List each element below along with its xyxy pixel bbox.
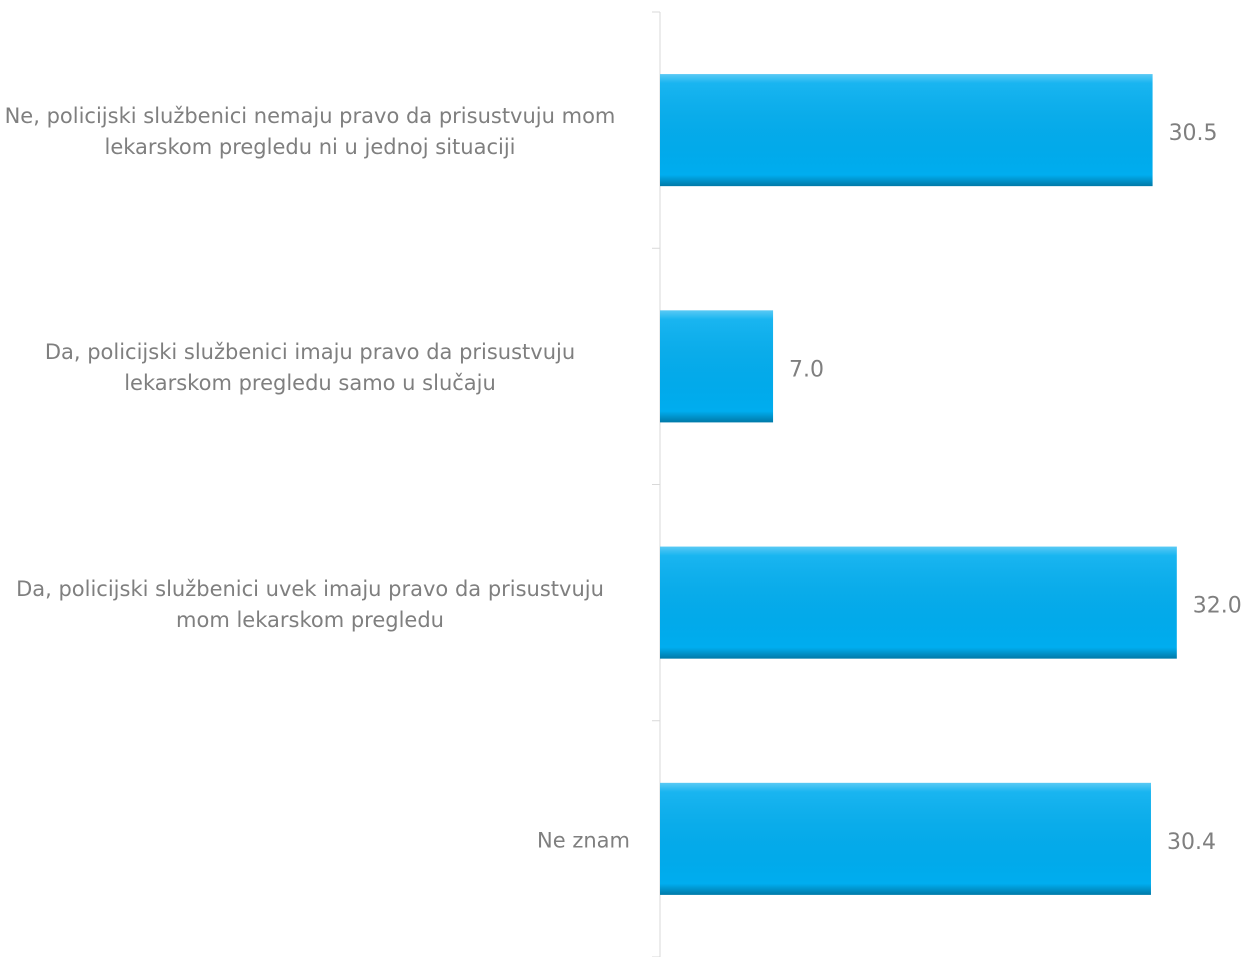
value-label: 30.5 [1169,121,1218,146]
bar-bevel [660,546,1177,659]
category-text: Ne, policijski službenici nemaju pravo d… [4,104,616,160]
bar-bevel [660,74,1153,187]
category-text: Ne znam [537,828,630,853]
category-text: Da, policijski službenici uvek imaju pra… [16,576,604,632]
value-label: 7.0 [789,357,824,382]
value-label: 32.0 [1193,594,1242,619]
bar-bevel [660,782,1151,895]
category-label: Ne, policijski službenici nemaju pravo d… [0,101,630,163]
category-label: Da, policijski službenici imaju pravo da… [0,337,630,399]
category-text: Da, policijski službenici imaju pravo da… [44,340,576,396]
value-label: 30.4 [1167,830,1216,855]
bar-bevel [660,310,774,423]
category-label: Ne znam [0,825,630,856]
category-label: Da, policijski službenici uvek imaju pra… [0,574,630,636]
